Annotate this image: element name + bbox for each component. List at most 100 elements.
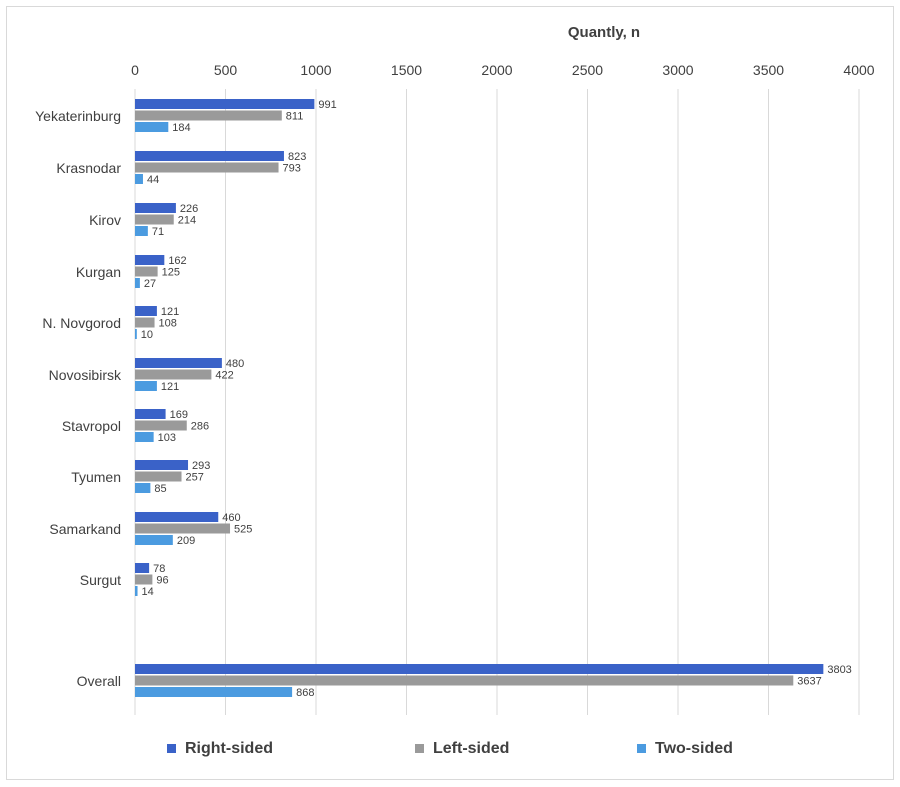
bar-right-sided: [135, 306, 157, 316]
bar-right-sided: [135, 255, 165, 265]
bars: [135, 99, 824, 697]
chart-container: Quantly, n 0 500 1000 1500 2000 2500 3000 3500 4…: [6, 6, 894, 780]
x-tick-label: 0: [131, 62, 139, 78]
x-tick-labels: 0 500 1000 1500 2000 2500 3000 3500 4000: [131, 62, 875, 78]
data-label: 71: [152, 226, 164, 238]
data-label: 460: [222, 512, 240, 524]
legend-swatch-left-sided: [415, 744, 424, 753]
bar-two-sided: [135, 586, 138, 596]
x-axis-title: Quantly, n: [568, 24, 640, 41]
x-tick-label: 1000: [300, 62, 331, 78]
data-label: 226: [180, 203, 198, 215]
category-label: Samarkand: [49, 521, 121, 537]
bar-two-sided: [135, 381, 157, 391]
data-label: 422: [215, 370, 233, 382]
legend-label: Right-sided: [185, 740, 273, 757]
bar-right-sided: [135, 664, 824, 674]
bar-two-sided: [135, 432, 154, 442]
data-label: 78: [153, 563, 165, 575]
bar-left-sided: [135, 369, 212, 380]
bar-left-sided: [135, 420, 187, 431]
bar-two-sided: [135, 226, 148, 236]
category-label: N. Novgorod: [42, 315, 121, 331]
data-label: 184: [172, 122, 190, 134]
bar-chart: Quantly, n 0 500 1000 1500 2000 2500 3000 3500 4…: [35, 24, 875, 757]
data-label: 286: [191, 421, 209, 433]
bar-right-sided: [135, 512, 219, 522]
data-label: 169: [170, 409, 188, 421]
category-label: Kurgan: [76, 264, 121, 280]
bar-right-sided: [135, 203, 176, 213]
category-label: Surgut: [80, 572, 121, 588]
bar-left-sided: [135, 523, 231, 534]
bar-two-sided: [135, 174, 143, 184]
data-label: 27: [144, 278, 156, 290]
data-label: 121: [161, 381, 179, 393]
data-label: 793: [283, 163, 301, 175]
x-tick-label: 3000: [662, 62, 693, 78]
bar-left-sided: [135, 214, 174, 225]
legend-label: Left-sided: [433, 740, 509, 757]
bar-two-sided: [135, 535, 173, 545]
bar-left-sided: [135, 317, 155, 328]
category-label: Yekaterinburg: [35, 108, 121, 124]
category-label: Overall: [77, 673, 121, 689]
data-label: 103: [158, 432, 176, 444]
bar-left-sided: [135, 574, 153, 585]
x-tick-label: 2500: [572, 62, 603, 78]
bar-right-sided: [135, 358, 222, 368]
data-label: 214: [178, 215, 196, 227]
bar-left-sided: [135, 675, 794, 686]
bar-two-sided: [135, 278, 140, 288]
data-label: 525: [234, 524, 252, 536]
x-tick-label: 1500: [391, 62, 422, 78]
bar-left-sided: [135, 266, 158, 277]
data-label: 293: [192, 460, 210, 472]
category-label: Kirov: [89, 212, 121, 228]
x-tick-label: 3500: [753, 62, 784, 78]
data-label: 480: [226, 358, 244, 370]
category-label: Novosibirsk: [49, 367, 122, 383]
bar-left-sided: [135, 110, 282, 121]
bar-two-sided: [135, 483, 151, 493]
data-label: 125: [162, 267, 180, 279]
data-label: 162: [168, 255, 186, 267]
bar-right-sided: [135, 563, 150, 573]
legend-swatch-right-sided: [167, 744, 176, 753]
category-label: Stavropol: [62, 418, 121, 434]
data-label: 991: [318, 99, 336, 111]
data-label: 96: [156, 575, 168, 587]
bar-two-sided: [135, 122, 169, 132]
data-label: 209: [177, 535, 195, 547]
data-label: 14: [142, 586, 154, 598]
bar-two-sided: [135, 687, 293, 697]
x-tick-label: 2000: [481, 62, 512, 78]
data-label: 3637: [797, 676, 821, 688]
bar-right-sided: [135, 460, 189, 470]
bar-left-sided: [135, 162, 279, 173]
gridlines: [134, 89, 860, 715]
data-label: 85: [154, 483, 166, 495]
data-label: 44: [147, 174, 159, 186]
data-label: 257: [186, 472, 204, 484]
data-label: 10: [141, 329, 153, 341]
legend: Right-sided Left-sided Two-sided: [167, 740, 733, 757]
data-label: 811: [286, 111, 304, 123]
legend-label: Two-sided: [655, 740, 733, 757]
data-label: 108: [159, 318, 177, 330]
legend-swatch-two-sided: [637, 744, 646, 753]
data-label: 121: [161, 306, 179, 318]
category-label: Tyumen: [71, 469, 121, 485]
bar-right-sided: [135, 99, 315, 109]
bar-right-sided: [135, 151, 284, 161]
x-tick-label: 4000: [843, 62, 874, 78]
bar-right-sided: [135, 409, 166, 419]
bar-left-sided: [135, 471, 182, 482]
category-label: Krasnodar: [56, 160, 121, 176]
data-label: 868: [296, 687, 314, 699]
data-label: 823: [288, 151, 306, 163]
bar-two-sided: [135, 329, 137, 339]
x-tick-label: 500: [214, 62, 238, 78]
category-labels: Yekaterinburg Krasnodar Kirov Kurgan N. Novg…: [35, 108, 122, 689]
data-label: 3803: [827, 664, 851, 676]
